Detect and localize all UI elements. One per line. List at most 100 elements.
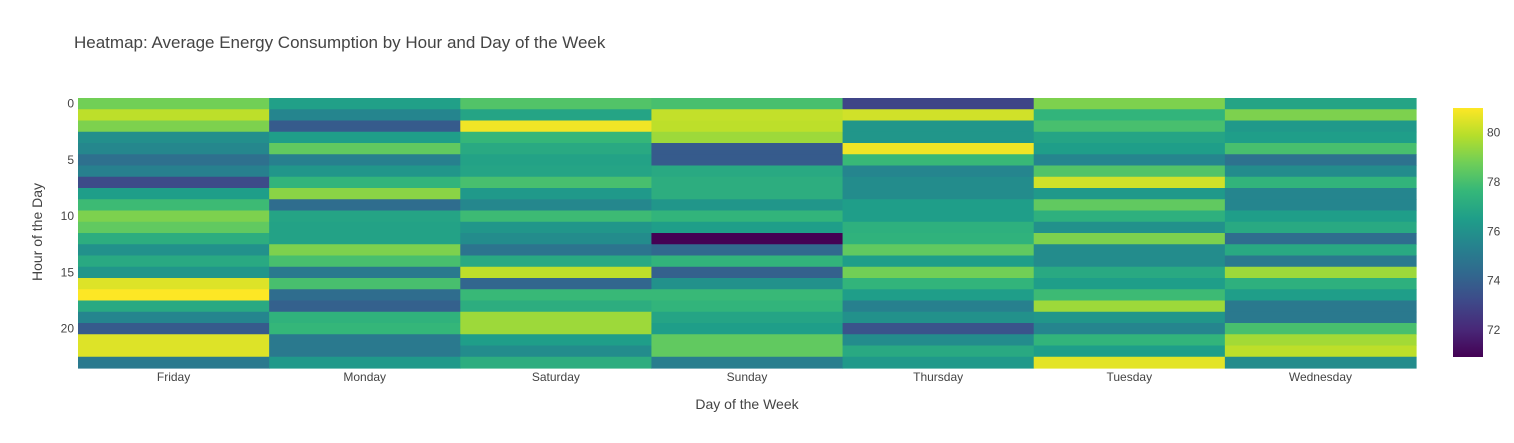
heatmap-cell — [1224, 233, 1417, 245]
heatmap-cell — [460, 266, 653, 279]
x-axis-ticks: Friday Monday Saturday Sunday Thursday Tuesda… — [157, 370, 1352, 384]
heatmap-cell — [460, 244, 653, 257]
heatmap-cell — [651, 345, 844, 358]
heatmap-cell — [842, 345, 1035, 358]
heatmap-cell — [269, 244, 461, 257]
heatmap-cell — [269, 176, 461, 189]
heatmap-cell — [1224, 323, 1417, 335]
heatmap-cell — [1224, 221, 1417, 234]
heatmap-cell — [1224, 356, 1417, 369]
y-tick-label: 20 — [61, 322, 75, 336]
heatmap-cell — [651, 311, 844, 324]
heatmap-cell — [842, 131, 1035, 144]
heatmap-cell — [651, 233, 844, 245]
heatmap-cell — [1224, 278, 1417, 290]
heatmap-cell — [842, 289, 1035, 302]
heatmap-cell — [460, 323, 653, 335]
colorbar-tick-label: 72 — [1487, 323, 1501, 337]
heatmap-cell — [1224, 210, 1417, 223]
heatmap-cell — [460, 143, 653, 155]
y-tick-label: 10 — [61, 209, 75, 223]
heatmap-cell — [460, 345, 653, 358]
heatmap-cell — [269, 345, 461, 358]
heatmap-cell — [460, 109, 653, 122]
heatmap-cell — [651, 176, 844, 189]
heatmap-cell — [1033, 143, 1226, 155]
heatmap-cell — [842, 154, 1035, 167]
heatmap-cell — [1033, 266, 1226, 279]
heatmap-cell — [460, 334, 653, 347]
x-tick-label: Thursday — [913, 370, 963, 384]
heatmap-cell — [1224, 255, 1417, 268]
heatmap-cell — [269, 188, 461, 200]
heatmap-cell — [460, 199, 653, 212]
heatmap-cell — [842, 255, 1035, 268]
heatmap-cell — [78, 199, 270, 212]
heatmap-cell — [651, 154, 844, 167]
heatmap-cell — [460, 188, 653, 200]
heatmap-cell — [1033, 300, 1226, 313]
heatmap-cell — [651, 165, 844, 178]
heatmap-cell — [78, 334, 270, 347]
heatmap-cell — [78, 345, 270, 358]
heatmap-cell — [78, 98, 270, 110]
heatmap-cell — [842, 199, 1035, 212]
chart-title: Heatmap: Average Energy Consumption by H… — [74, 33, 606, 52]
heatmap-cell — [1033, 188, 1226, 200]
heatmap-cell — [651, 334, 844, 347]
heatmap-cell — [1224, 143, 1417, 155]
heatmap-cell — [460, 131, 653, 144]
x-tick-label: Saturday — [532, 370, 580, 384]
colorbar-tick-label: 76 — [1487, 224, 1501, 238]
colorbar-tick-label: 78 — [1487, 175, 1501, 189]
heatmap-cell — [842, 210, 1035, 223]
heatmap-cell — [842, 278, 1035, 290]
heatmap-cell — [269, 289, 461, 302]
heatmap-cell — [269, 120, 461, 133]
heatmap-cell — [842, 244, 1035, 257]
heatmap-cell — [1224, 188, 1417, 200]
heatmap-cell — [842, 323, 1035, 335]
heatmap-cell — [1033, 255, 1226, 268]
y-tick-label: 15 — [61, 265, 75, 279]
heatmap-cell — [1224, 266, 1417, 279]
colorbar-tick-label: 80 — [1487, 126, 1501, 140]
heatmap-cell — [1033, 334, 1226, 347]
heatmap-cell — [651, 221, 844, 234]
y-axis-ticks: 0 5 10 15 20 — [61, 97, 75, 336]
heatmap-cell — [78, 131, 270, 144]
y-tick-label: 0 — [67, 97, 74, 111]
heatmap-cell — [1033, 210, 1226, 223]
heatmap-cell — [842, 176, 1035, 189]
heatmap-cell — [651, 323, 844, 335]
heatmap-cell — [651, 244, 844, 257]
heatmap-cell — [651, 188, 844, 200]
heatmap-cell — [1224, 98, 1417, 110]
heatmap-cell — [269, 210, 461, 223]
heatmap-cell — [1033, 345, 1226, 358]
heatmap-cell — [269, 266, 461, 279]
heatmap-cell — [842, 188, 1035, 200]
heatmap-cell — [1033, 311, 1226, 324]
heatmap-cell — [1224, 334, 1417, 347]
heatmap-cell — [1224, 154, 1417, 167]
heatmap-cell — [78, 289, 270, 302]
heatmap-cell — [842, 311, 1035, 324]
heatmap-cell — [269, 98, 461, 110]
y-tick-label: 5 — [67, 153, 74, 167]
heatmap-cell — [842, 233, 1035, 245]
heatmap-cell — [269, 356, 461, 369]
heatmap-cell — [651, 278, 844, 290]
heatmap-cell — [842, 334, 1035, 347]
heatmap-cell — [269, 165, 461, 178]
heatmap-cell — [842, 109, 1035, 122]
heatmap-cell — [1033, 289, 1226, 302]
heatmap-cell — [269, 131, 461, 144]
heatmap-cell — [1033, 278, 1226, 290]
heatmap-cell — [651, 356, 844, 369]
heatmap-cell — [78, 311, 270, 324]
heatmap-cell — [78, 176, 270, 189]
heatmap-cell — [842, 98, 1035, 110]
heatmap-cell — [651, 143, 844, 155]
heatmap-cell — [460, 120, 653, 133]
